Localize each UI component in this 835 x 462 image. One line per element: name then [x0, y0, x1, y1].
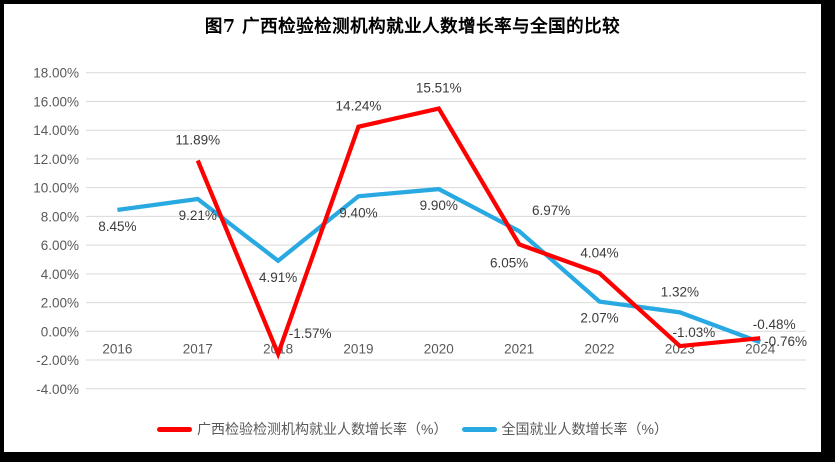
y-tick-label: 16.00%: [33, 94, 79, 109]
point-label: 2.07%: [580, 311, 618, 326]
y-tick-label: 10.00%: [33, 181, 79, 196]
legend-item-guangxi: 广西检验检测机构就业人数增长率（%）: [157, 419, 448, 439]
y-tick-label: 6.00%: [41, 238, 79, 253]
point-label: 9.90%: [420, 198, 458, 213]
y-tick-label: 12.00%: [33, 152, 79, 167]
plot-area: 18.00% 16.00% 14.00% 12.00% 10.00% 8.00% 6.00%…: [33, 66, 807, 397]
point-label: -1.57%: [289, 326, 332, 341]
point-label: -1.03%: [672, 325, 715, 340]
legend-swatch-red-line: [157, 426, 193, 432]
point-label: 15.51%: [416, 80, 462, 95]
point-label: 4.04%: [580, 245, 618, 260]
point-label: 9.21%: [179, 208, 217, 223]
x-tick-label: 2021: [504, 342, 534, 357]
chart-title: 图7 广西检验检测机构就业人数增长率与全国的比较: [204, 17, 621, 37]
point-label: 9.40%: [339, 205, 377, 220]
point-label: -0.76%: [764, 334, 807, 349]
y-tick-label: 4.00%: [41, 267, 79, 282]
y-tick-label: 18.00%: [33, 66, 79, 81]
point-label: 6.97%: [532, 203, 570, 218]
y-tick-label: -4.00%: [36, 382, 79, 397]
legend-label-national: 全国就业人数增长率（%）: [501, 421, 668, 437]
x-tick-label: 2016: [102, 342, 132, 357]
point-label: -0.48%: [753, 317, 796, 332]
point-label: 11.89%: [175, 133, 220, 148]
point-label: 8.45%: [98, 219, 136, 234]
x-tick-label: 2024: [745, 342, 776, 357]
y-tick-label: 14.00%: [33, 123, 79, 138]
legend: 广西检验检测机构就业人数增长率（%） 全国就业人数增长率（%）: [4, 419, 821, 439]
y-tick-label: 2.00%: [41, 296, 79, 311]
point-label: 4.91%: [259, 270, 297, 285]
y-tick-label: 0.00%: [41, 324, 79, 339]
legend-item-national: 全国就业人数增长率（%）: [461, 419, 668, 439]
legend-swatch-blue-line: [461, 426, 497, 432]
x-tick-label: 2017: [183, 342, 213, 357]
point-label: 1.32%: [661, 284, 699, 299]
x-tick-label: 2020: [424, 342, 454, 357]
series-line: [195, 106, 761, 360]
legend-label-guangxi: 广西检验检测机构就业人数增长率（%）: [197, 421, 448, 437]
y-tick-label: 8.00%: [41, 209, 79, 224]
x-tick-label: 2019: [343, 342, 373, 357]
point-label: 6.05%: [490, 255, 528, 270]
point-label: 14.24%: [336, 99, 382, 114]
x-tick-label: 2022: [584, 342, 614, 357]
y-tick-label: -2.00%: [36, 353, 79, 368]
